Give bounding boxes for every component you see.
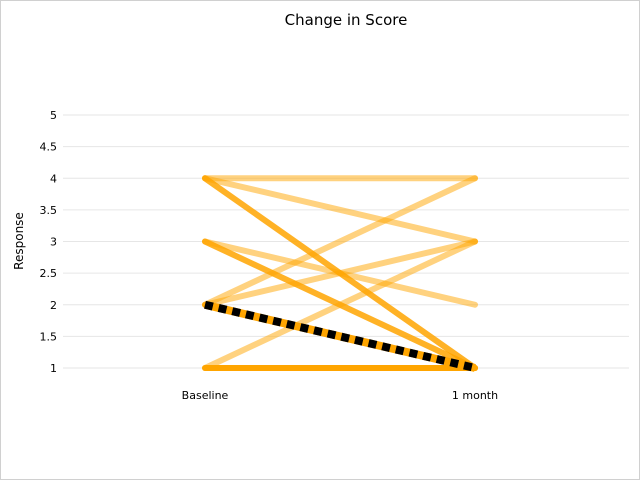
series-line	[202, 175, 478, 371]
y-tick-label: 1	[50, 362, 57, 375]
y-tick-label: 4	[50, 172, 57, 185]
series-line	[202, 175, 478, 245]
y-tick-labels: 1 1.5 2 2.5 3 3.5 4 4.5 5	[40, 109, 58, 375]
chart-title: Change in Score	[285, 11, 408, 29]
y-tick-label: 1.5	[40, 330, 58, 343]
x-tick-label: 1 month	[452, 389, 498, 402]
x-tick-label: Baseline	[182, 389, 229, 402]
mean-line	[204, 300, 476, 372]
series-line	[202, 238, 478, 371]
series-line	[202, 175, 478, 308]
y-tick-label: 5	[50, 109, 57, 122]
mean-line-group	[204, 300, 476, 372]
y-tick-label: 2	[50, 299, 57, 312]
x-tick-labels: Baseline 1 month	[182, 389, 498, 402]
y-tick-label: 3	[50, 236, 57, 249]
y-tick-label: 2.5	[40, 267, 58, 280]
y-tick-label: 3.5	[40, 204, 58, 217]
y-axis-label: Response	[12, 212, 26, 270]
y-tick-label: 4.5	[40, 141, 58, 154]
